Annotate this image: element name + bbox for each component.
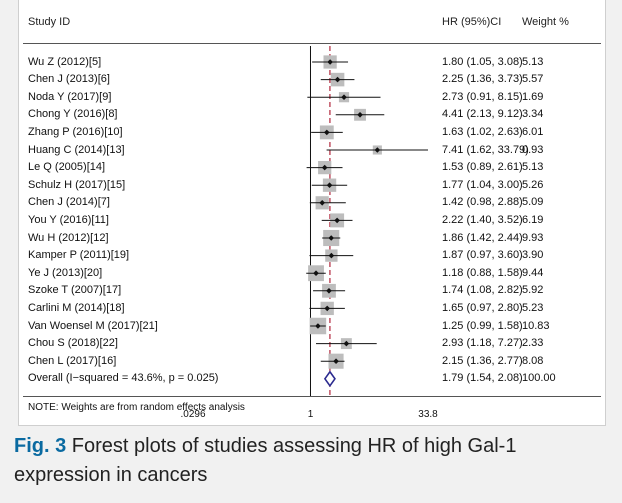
study-name: Van Woensel M (2017)[21] [28, 319, 158, 332]
footer-separator [23, 396, 601, 397]
study-point-estimate [315, 323, 321, 329]
study-hr-ci: 4.41 (2.13, 9.12) [442, 108, 523, 121]
study-hr-ci: 1.86 (1.42, 2.44) [442, 231, 523, 244]
study-point-estimate [326, 182, 333, 188]
study-point-estimate [374, 147, 381, 153]
study-weight: 6.01 [522, 125, 544, 138]
study-weight: 8.08 [522, 354, 544, 367]
study-point-estimate [324, 129, 330, 136]
study-name: Le Q (2005)[14] [28, 161, 106, 174]
study-weight: 3.34 [522, 108, 544, 121]
study-name: Carlini M (2014)[18] [28, 301, 125, 314]
study-hr-ci: 1.18 (0.88, 1.58) [442, 266, 523, 279]
study-point-estimate [328, 235, 335, 241]
study-name: Huang C (2014)[13] [28, 143, 125, 156]
study-weight: 3.90 [522, 249, 544, 262]
weight-header: Weight % [522, 16, 569, 28]
study-hr-ci: 1.74 (1.08, 2.82) [442, 284, 523, 297]
study-weight: 9.93 [522, 231, 544, 244]
study-name: Szoke T (2007)[17] [28, 284, 122, 297]
study-point-estimate [333, 358, 339, 364]
study-name: Wu Z (2012)[5] [28, 55, 102, 68]
study-point-estimate [324, 305, 331, 312]
study-name: Wu H (2012)[12] [28, 231, 109, 244]
study-point-estimate [357, 112, 363, 118]
study-hr-ci: 2.93 (1.18, 7.27) [442, 337, 523, 350]
study-weight: 6.19 [522, 213, 544, 226]
study-hr-ci: 7.41 (1.62, 33.79) [442, 143, 529, 156]
study-point-estimate [343, 340, 350, 347]
study-hr-ci: 1.53 (0.89, 2.61) [442, 161, 523, 174]
overall-diamond [323, 370, 336, 388]
study-weight: 5.09 [522, 196, 544, 209]
study-hr-ci: 1.25 (0.99, 1.58) [442, 319, 523, 332]
study-weight: 5.92 [522, 284, 544, 297]
study-name: Chen J (2013)[6] [28, 73, 110, 86]
study-name: Noda Y (2017)[9] [28, 90, 112, 103]
study-weight: 9.44 [522, 266, 544, 279]
study-name: Kamper P (2011)[19] [28, 249, 130, 262]
study-weight: 5.13 [522, 55, 544, 68]
study-weight: 5.26 [522, 178, 544, 191]
study-name: Zhang P (2016)[10] [28, 125, 123, 138]
header-separator [23, 43, 601, 44]
study-hr-ci: 1.63 (1.02, 2.63) [442, 125, 523, 138]
x-tick-label: 33.8 [418, 409, 438, 420]
study-hr-ci: 2.15 (1.36, 2.77) [442, 354, 523, 367]
study-weight: 5.57 [522, 73, 544, 86]
weights-note: NOTE: Weights are from random effects an… [28, 402, 245, 413]
forest-plot-panel: Study ID HR (95%)CI Weight % Wu Z (2012)… [18, 0, 606, 426]
study-hr-ci: 2.73 (0.91, 8.15) [442, 90, 523, 103]
study-hr-ci: 2.22 (1.40, 3.52) [442, 213, 523, 226]
study-name: Chen J (2014)[7] [28, 196, 110, 209]
study-point-estimate [334, 217, 340, 224]
study-weight: 5.13 [522, 161, 544, 174]
study-name: Chong Y (2016)[8] [28, 108, 118, 121]
study-point-estimate [334, 76, 341, 83]
figure-caption: Fig. 3 Forest plots of studies assessing… [14, 432, 614, 490]
study-name: You Y (2016)[11] [28, 213, 109, 226]
study-point-estimate [328, 252, 335, 259]
study-point-estimate [327, 59, 333, 65]
study-hr-ci: 1.77 (1.04, 3.00) [442, 178, 523, 191]
study-weight: 0.93 [522, 143, 544, 156]
overall-weight: 100.00 [522, 372, 556, 385]
study-weight: 10.83 [522, 319, 550, 332]
study-hr-ci: 1.87 (0.97, 3.60) [442, 249, 523, 262]
x-tick-label: 1 [307, 409, 314, 420]
study-weight: 2.33 [522, 337, 544, 350]
overall-hr-ci: 1.79 (1.54, 2.08) [442, 372, 523, 385]
figure-label: Fig. 3 [14, 435, 67, 457]
study-id-header: Study ID [28, 16, 71, 28]
overall-label: Overall (I−squared = 43.6%, p = 0.025) [28, 372, 219, 385]
hr-ci-header: HR (95%)CI [442, 16, 502, 28]
study-hr-ci: 2.25 (1.36, 3.73) [442, 73, 523, 86]
study-name: Schulz H (2017)[15] [28, 178, 126, 191]
study-hr-ci: 1.80 (1.05, 3.08) [442, 55, 523, 68]
study-name: Chou S (2018)[22] [28, 337, 118, 350]
x-tick-label: .0296 [180, 409, 206, 420]
study-point-estimate [313, 270, 319, 276]
study-hr-ci: 1.42 (0.98, 2.88) [442, 196, 523, 209]
study-point-estimate [319, 200, 325, 206]
study-name: Ye J (2013)[20] [28, 266, 103, 279]
study-name: Chen L (2017)[16] [28, 354, 117, 367]
figure-caption-text: Forest plots of studies assessing HR of … [14, 435, 517, 486]
study-weight: 5.23 [522, 301, 544, 314]
study-point-estimate [341, 94, 347, 100]
study-point-estimate [321, 164, 328, 171]
study-weight: 1.69 [522, 90, 544, 103]
study-point-estimate [326, 288, 332, 294]
forest-plot-graphic [306, 46, 428, 396]
study-hr-ci: 1.65 (0.97, 2.80) [442, 301, 523, 314]
